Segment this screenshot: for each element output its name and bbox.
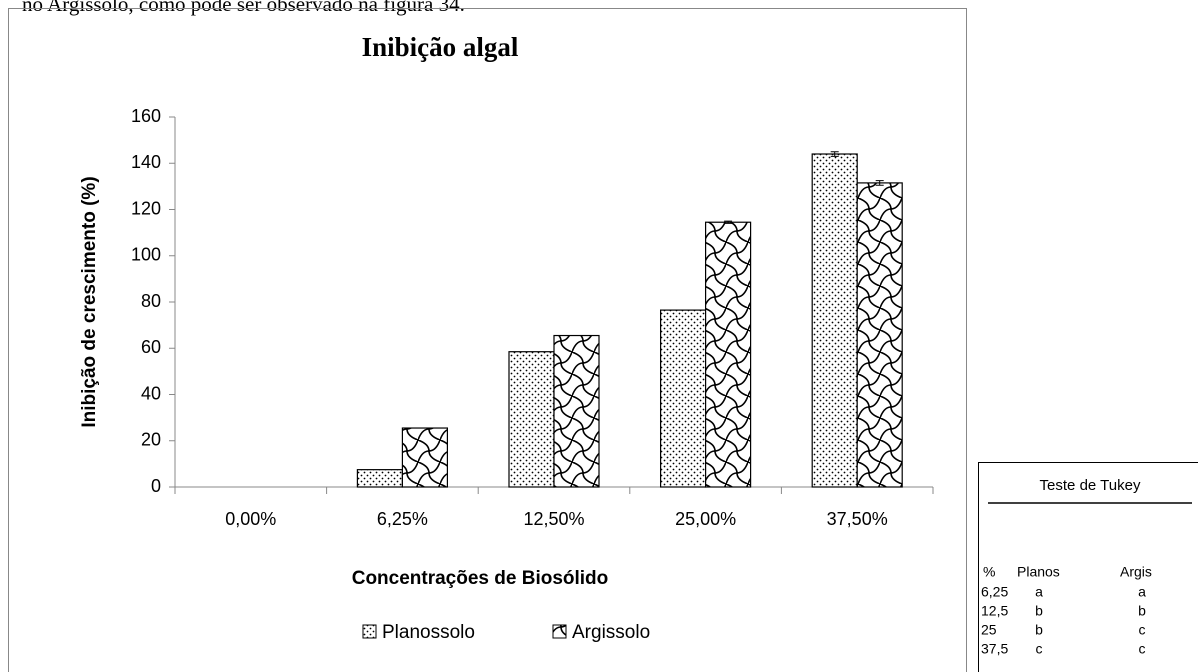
y-tick-label: 100 [131, 245, 161, 265]
tukey-cell: c [1139, 641, 1146, 657]
bar [401, 427, 448, 488]
chart-title: Inibição algal [362, 32, 519, 62]
y-tick-label: 20 [141, 430, 161, 450]
legend-swatch [362, 624, 377, 639]
y-tick-label: 120 [131, 198, 161, 218]
x-tick-label: 37,50% [827, 509, 888, 529]
y-tick-label: 40 [141, 383, 161, 403]
tukey-header: Argis [1120, 564, 1152, 580]
y-tick-label: 60 [141, 337, 161, 357]
tukey-cell: b [1138, 603, 1146, 619]
legend-label: Argissolo [572, 622, 650, 643]
tukey-cell: a [1035, 584, 1043, 600]
bar [659, 309, 707, 488]
tukey-box [978, 462, 1198, 672]
error-bar [724, 220, 733, 224]
bar [356, 469, 403, 488]
tukey-cell: c [1036, 641, 1043, 657]
tukey-title: Teste de Tukey [1040, 477, 1141, 494]
y-tick-label: 0 [151, 476, 161, 496]
bar [811, 153, 858, 488]
x-tick-label: 6,25% [377, 509, 428, 529]
y-tick-label: 160 [131, 106, 161, 126]
x-tick-label: 0,00% [225, 509, 276, 529]
y-tick-label: 80 [141, 291, 161, 311]
bar [553, 334, 600, 488]
error-bar [830, 151, 839, 157]
tukey-cell: 37,5 [981, 641, 1008, 657]
x-axis-label: Concentrações de Biosólido [352, 568, 609, 589]
bar [704, 221, 752, 488]
tukey-cell: b [1035, 603, 1043, 619]
bar [856, 182, 903, 488]
tukey-cell: 12,5 [981, 603, 1008, 619]
bar [508, 351, 555, 488]
tukey-cell: b [1035, 622, 1043, 638]
legend-label: Planossolo [382, 622, 475, 643]
tukey-cell: 25 [981, 622, 997, 638]
x-tick-label: 12,50% [523, 509, 584, 529]
y-tick-label: 140 [131, 152, 161, 172]
tukey-header: % [983, 564, 995, 580]
y-axis-label: Inibição de crescimento (%) [79, 176, 100, 427]
tukey-cell: a [1138, 584, 1146, 600]
caption-text: no Argissolo, como pode ser observado na… [22, 0, 465, 16]
tukey-cell: 6,25 [981, 584, 1008, 600]
tukey-header: Planos [1017, 564, 1060, 580]
x-tick-label: 25,00% [675, 509, 736, 529]
tukey-cell: c [1139, 622, 1146, 638]
chart-frame [8, 8, 967, 672]
error-bar [875, 180, 884, 186]
legend-swatch [552, 624, 567, 639]
